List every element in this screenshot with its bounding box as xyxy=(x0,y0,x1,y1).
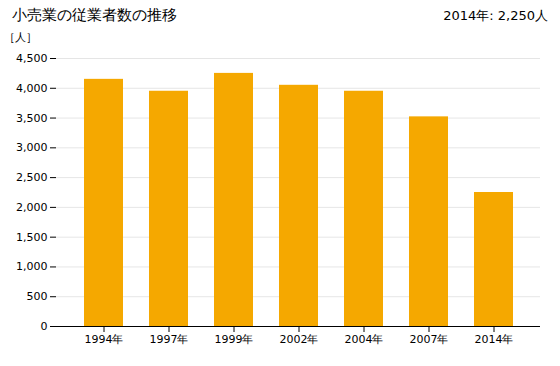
svg-text:500: 500 xyxy=(27,290,48,303)
svg-text:1997年: 1997年 xyxy=(150,333,189,346)
svg-text:2,500: 2,500 xyxy=(16,171,48,184)
svg-text:2004年: 2004年 xyxy=(345,333,384,346)
svg-text:1,000: 1,000 xyxy=(16,260,48,273)
svg-text:1994年: 1994年 xyxy=(85,333,124,346)
svg-text:2007年: 2007年 xyxy=(410,333,449,346)
svg-text:0: 0 xyxy=(41,320,48,333)
svg-text:2014年: 2014年 xyxy=(475,333,514,346)
svg-text:3,500: 3,500 xyxy=(16,112,48,125)
svg-text:3,000: 3,000 xyxy=(16,141,48,154)
svg-text:2,000: 2,000 xyxy=(16,201,48,214)
html-text:2014年: 2,250人: 2014年: 2,250人 xyxy=(443,8,548,23)
svg-text:4,500: 4,500 xyxy=(16,52,48,65)
html-text:小売業の従業者数の推移: 小売業の従業者数の推移 xyxy=(12,6,177,24)
svg-text:［人］: ［人］ xyxy=(4,31,37,44)
svg-text:4,000: 4,000 xyxy=(16,82,48,95)
svg-text:2002年: 2002年 xyxy=(280,333,319,346)
svg-text:1,500: 1,500 xyxy=(16,231,48,244)
svg-text:1999年: 1999年 xyxy=(215,333,254,346)
